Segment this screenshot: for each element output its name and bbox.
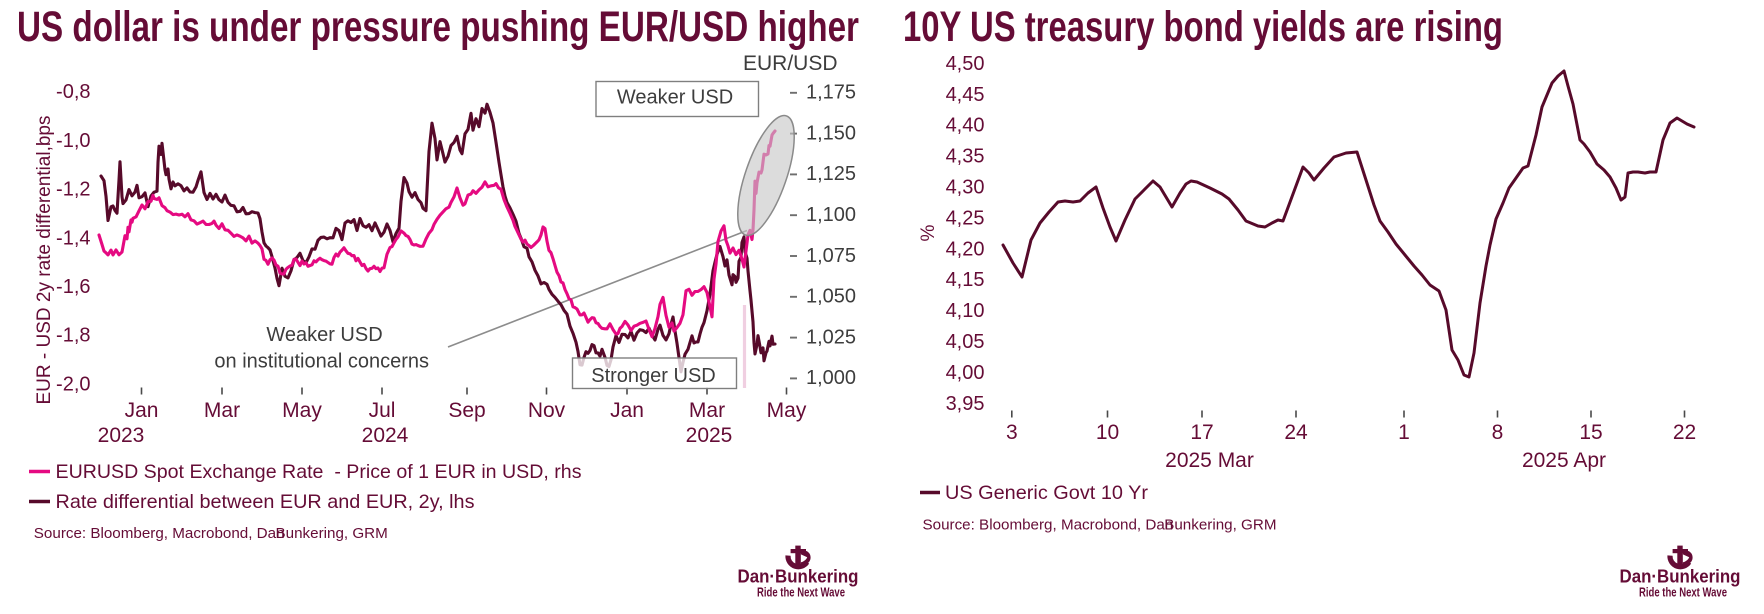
- svg-text:US dollar is under pressure pu: US dollar is under pressure pushing EUR/…: [17, 3, 859, 51]
- svg-text:Ride the Next Wave: Ride the Next Wave: [757, 584, 845, 599]
- svg-text:15: 15: [1579, 421, 1602, 444]
- svg-text:10: 10: [1096, 421, 1119, 444]
- svg-text:4,30: 4,30: [946, 177, 985, 199]
- svg-text:3,95: 3,95: [946, 393, 985, 415]
- svg-text:Weaker USD: Weaker USD: [617, 87, 733, 109]
- svg-text:-1,4: -1,4: [56, 227, 90, 249]
- svg-text:1,175: 1,175: [806, 82, 856, 104]
- svg-text:EUR/USD: EUR/USD: [743, 52, 838, 75]
- svg-text:Stronger USD: Stronger USD: [591, 365, 716, 387]
- svg-text:-1,6: -1,6: [56, 276, 90, 298]
- svg-text:1,025: 1,025: [806, 326, 856, 348]
- svg-text:1,150: 1,150: [806, 122, 856, 144]
- svg-text:Ride the Next Wave: Ride the Next Wave: [1639, 584, 1727, 599]
- svg-text:22: 22: [1673, 421, 1696, 444]
- svg-text:4,35: 4,35: [946, 146, 985, 168]
- svg-text:EURUSD Spot Exchange Rate - P: EURUSD Spot Exchange Rate - Price of 1 E…: [56, 461, 582, 483]
- svg-text:2023: 2023: [98, 424, 145, 447]
- svg-text:Jan: Jan: [125, 399, 159, 422]
- svg-text:1,000: 1,000: [806, 367, 856, 389]
- svg-text:3: 3: [1006, 421, 1018, 444]
- svg-text:4,20: 4,20: [946, 238, 985, 260]
- svg-text:2025 Mar: 2025 Mar: [1165, 449, 1254, 472]
- svg-text:4,10: 4,10: [946, 300, 985, 322]
- svg-text:4,50: 4,50: [946, 53, 985, 75]
- svg-text:Source: Bloomberg, Macrobond,: Source: Bloomberg, Macrobond, DanBunkeri…: [923, 517, 1277, 534]
- svg-text:4,05: 4,05: [946, 331, 985, 353]
- svg-text:1,075: 1,075: [806, 245, 856, 267]
- svg-text:2025 Apr: 2025 Apr: [1522, 449, 1606, 472]
- svg-text:-1,0: -1,0: [56, 130, 90, 152]
- svg-text:24: 24: [1284, 421, 1308, 444]
- svg-text:10Y US treasury bond yields ar: 10Y US treasury bond yields are rising: [903, 3, 1503, 51]
- svg-text:Jan: Jan: [610, 399, 644, 422]
- svg-text:Dan·Bunkering: Dan·Bunkering: [1620, 566, 1741, 587]
- svg-text:%: %: [918, 224, 939, 241]
- svg-text:2025: 2025: [686, 424, 733, 447]
- svg-text:-0,8: -0,8: [56, 81, 90, 103]
- svg-text:Sep: Sep: [448, 399, 485, 422]
- svg-text:Weaker USD: Weaker USD: [266, 324, 382, 346]
- svg-text:Mar: Mar: [689, 399, 725, 422]
- svg-text:1,125: 1,125: [806, 163, 856, 185]
- svg-text:Dan·Bunkering: Dan·Bunkering: [738, 566, 859, 587]
- svg-text:Mar: Mar: [204, 399, 240, 422]
- svg-text:US Generic Govt 10 Yr: US Generic Govt 10 Yr: [945, 482, 1149, 504]
- svg-text:Nov: Nov: [528, 399, 566, 422]
- svg-text:4,00: 4,00: [946, 362, 985, 384]
- svg-text:4,45: 4,45: [946, 84, 985, 106]
- svg-text:1,100: 1,100: [806, 204, 856, 226]
- svg-text:2024: 2024: [362, 424, 409, 447]
- svg-text:-1,2: -1,2: [56, 179, 90, 201]
- svg-text:4,15: 4,15: [946, 269, 985, 291]
- svg-text:Source: Bloomberg, Macrobond,: Source: Bloomberg, Macrobond, DanBunkeri…: [34, 525, 388, 542]
- svg-text:4,25: 4,25: [946, 207, 985, 229]
- svg-text:Jul: Jul: [369, 399, 396, 422]
- svg-text:17: 17: [1190, 421, 1213, 444]
- svg-text:EUR - USD 2y rate differential: EUR - USD 2y rate differential,bps: [34, 116, 55, 405]
- svg-text:-1,8: -1,8: [56, 325, 90, 347]
- svg-text:1: 1: [1398, 421, 1410, 444]
- svg-text:8: 8: [1492, 421, 1504, 444]
- svg-text:-2,0: -2,0: [56, 373, 90, 395]
- svg-text:4,40: 4,40: [946, 115, 985, 137]
- svg-text:Rate differential between EUR: Rate differential between EUR and EUR, 2…: [56, 491, 475, 513]
- svg-text:on institutional concerns: on institutional concerns: [214, 350, 429, 372]
- svg-text:May: May: [767, 399, 807, 422]
- svg-text:1,050: 1,050: [806, 286, 856, 308]
- svg-text:May: May: [282, 399, 322, 422]
